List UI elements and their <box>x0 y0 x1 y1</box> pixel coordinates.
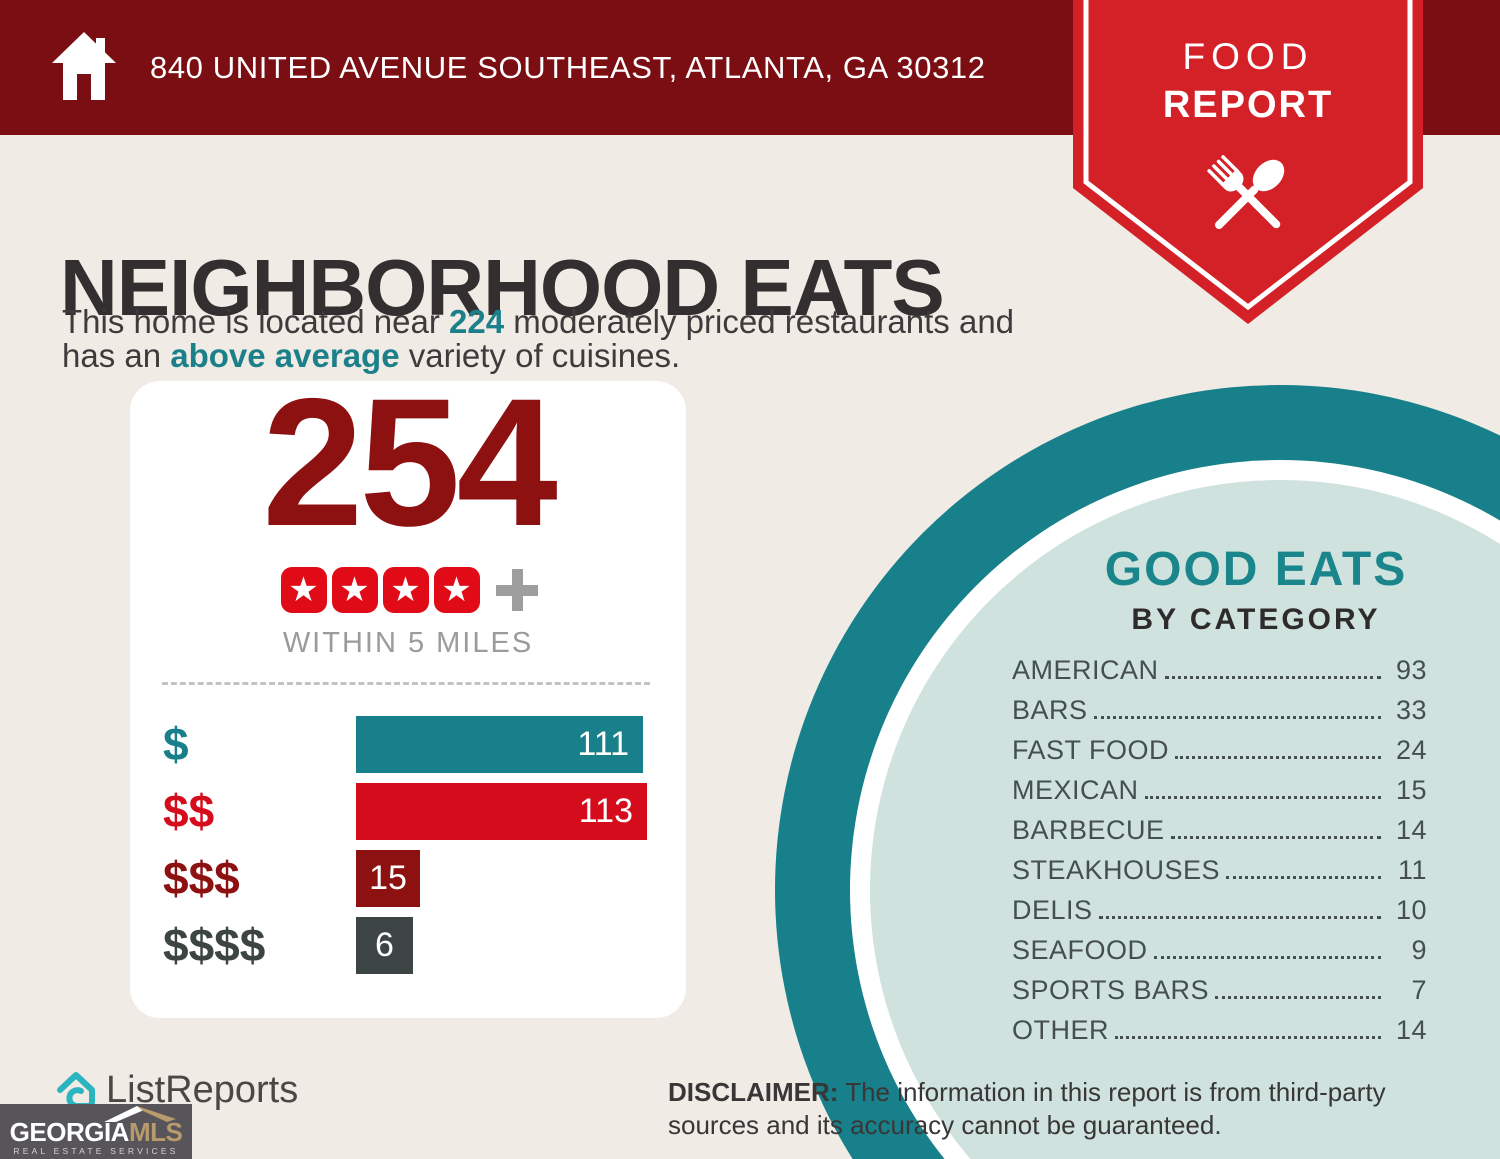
star-icon: ★ <box>382 567 429 613</box>
category-row: STEAKHOUSES 11 <box>1012 848 1427 888</box>
price-tier-row: $ 111 <box>130 716 686 773</box>
plus-icon <box>496 569 538 611</box>
dotted-leader <box>1093 716 1381 719</box>
category-value: 15 <box>1395 775 1427 805</box>
restaurant-count: 224 <box>449 303 505 340</box>
price-tier-row: $$ 113 <box>130 783 686 840</box>
price-tier-value: 6 <box>375 926 394 964</box>
total-restaurants: 254 <box>262 360 558 564</box>
price-tier-label: $$ <box>163 785 215 837</box>
category-label: BARBECUE <box>1012 815 1165 845</box>
home-icon <box>52 32 116 100</box>
price-tier-label: $$$ <box>163 852 240 904</box>
category-row: MEXICAN 15 <box>1012 768 1427 808</box>
dashed-divider <box>162 682 650 685</box>
category-value: 9 <box>1411 935 1427 965</box>
mls-wordmark: GEORGIAMLS <box>0 1117 192 1148</box>
intro-part2: moderately priced restaurants and <box>504 303 1015 340</box>
category-row: OTHER 14 <box>1012 1008 1427 1048</box>
category-label: BARS <box>1012 695 1088 725</box>
price-tier-bar: 6 <box>356 917 413 974</box>
spoon-fork-icon <box>1207 155 1285 229</box>
good-eats-subtitle: BY CATEGORY <box>1131 603 1381 636</box>
good-eats-title: GOOD EATS <box>1104 543 1408 596</box>
intro-part1: This home is located near <box>62 303 450 340</box>
intro-part4: variety of cuisines. <box>399 337 681 374</box>
price-tier-bar: 15 <box>356 850 420 907</box>
mls-roof-icon <box>104 1106 176 1122</box>
star-icon: ★ <box>280 567 327 613</box>
dotted-leader <box>1144 796 1381 799</box>
stats-card: 254 ★ ★ ★ ★ WITHIN 5 MILES $ 111 $$ 113 … <box>130 367 686 1018</box>
price-tier-label: $ <box>163 718 189 770</box>
category-row: BARS 33 <box>1012 688 1427 728</box>
dotted-leader <box>1226 876 1381 879</box>
price-tier-bar: 111 <box>356 716 643 773</box>
mls-georgia: GEORGIA <box>9 1117 130 1147</box>
good-eats-list: AMERICAN 93 BARS 33 FAST FOOD 24 MEXICAN 15 … <box>1012 648 1427 1048</box>
price-tier-bar: 113 <box>356 783 647 840</box>
category-label: OTHER <box>1012 1015 1109 1045</box>
category-label: AMERICAN <box>1012 655 1159 685</box>
category-value: 10 <box>1395 895 1427 925</box>
disclaimer-label: DISCLAIMER: <box>668 1077 839 1107</box>
category-row: DELIS 10 <box>1012 888 1427 928</box>
category-value: 11 <box>1397 855 1427 885</box>
intro-part3: has an <box>62 337 171 374</box>
dotted-leader <box>1175 756 1381 759</box>
category-value: 14 <box>1395 1015 1427 1045</box>
radius-label: WITHIN 5 MILES <box>282 627 534 659</box>
ribbon-label-report: REPORT <box>1162 84 1334 126</box>
category-label: FAST FOOD <box>1012 735 1170 765</box>
dotted-leader <box>1170 836 1381 839</box>
good-eats-header: GOOD EATS BY CATEGORY <box>1026 542 1486 637</box>
dotted-leader <box>1215 996 1381 999</box>
price-tier-row: $$$$ 6 <box>130 917 686 974</box>
dotted-leader <box>1153 956 1381 959</box>
category-label: SPORTS BARS <box>1012 975 1210 1005</box>
price-tier-row: $$$ 15 <box>130 850 686 907</box>
variety-highlight: above average <box>170 337 400 374</box>
price-tier-value: 111 <box>577 725 629 763</box>
category-value: 14 <box>1395 815 1427 845</box>
category-row: AMERICAN 93 <box>1012 648 1427 688</box>
star-rating: ★ ★ ★ ★ <box>130 567 686 613</box>
dotted-leader <box>1164 676 1381 679</box>
listreports-wordmark: ListReports <box>106 1068 299 1111</box>
price-tier-label: $$$$ <box>163 919 266 971</box>
dotted-leader <box>1098 916 1381 919</box>
star-icon: ★ <box>433 567 480 613</box>
ribbon-shape <box>1073 0 1423 324</box>
category-value: 24 <box>1395 735 1427 765</box>
category-value: 33 <box>1395 695 1427 725</box>
category-label: DELIS <box>1012 895 1093 925</box>
ribbon-label-food: FOOD <box>1182 36 1314 77</box>
food-report-ribbon: FOOD REPORT <box>1073 0 1423 330</box>
category-row: SPORTS BARS 7 <box>1012 968 1427 1008</box>
price-tier-value: 113 <box>578 792 633 830</box>
intro-text: This home is located near 224 moderately… <box>62 305 1014 373</box>
category-value: 7 <box>1411 975 1427 1005</box>
disclaimer: DISCLAIMER: The information in this repo… <box>668 1076 1458 1142</box>
property-address: 840 UNITED AVENUE SOUTHEAST, ATLANTA, GA… <box>150 49 986 85</box>
price-tier-value: 15 <box>369 859 407 897</box>
category-label: STEAKHOUSES <box>1012 855 1221 885</box>
star-icon: ★ <box>331 567 378 613</box>
mls-mls: MLS <box>128 1117 183 1147</box>
category-row: BARBECUE 14 <box>1012 808 1427 848</box>
category-label: MEXICAN <box>1012 775 1139 805</box>
page-title: NEIGHBORHOOD EATS <box>60 242 945 332</box>
dotted-leader <box>1115 1036 1381 1039</box>
category-label: SEAFOOD <box>1012 935 1148 965</box>
mls-tagline: REAL ESTATE SERVICES <box>13 1146 179 1156</box>
category-row: SEAFOOD 9 <box>1012 928 1427 968</box>
category-value: 93 <box>1395 655 1427 685</box>
disclaimer-text: The information in this report is from t… <box>668 1077 1386 1140</box>
georgia-mls-badge: GEORGIAMLS REAL ESTATE SERVICES <box>0 1104 192 1159</box>
category-row: FAST FOOD 24 <box>1012 728 1427 768</box>
